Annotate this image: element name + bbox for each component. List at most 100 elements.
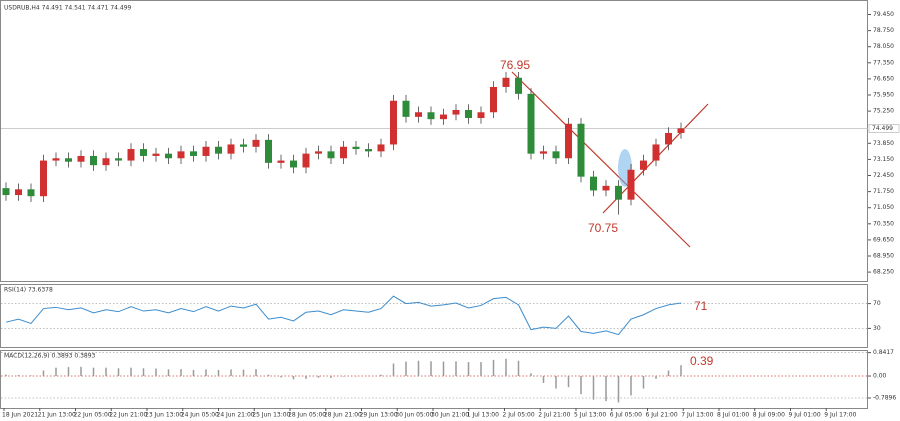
rsi-line xyxy=(5,295,682,336)
macd-bar xyxy=(405,361,407,377)
x-tick-label: 29 Jun 13:00 xyxy=(360,412,398,419)
annotation: 71 xyxy=(694,299,708,313)
x-tick-label: 25 Jun 13:00 xyxy=(252,412,290,419)
candle-body xyxy=(77,155,85,162)
macd-bar xyxy=(330,376,332,378)
candle-body xyxy=(615,185,622,200)
candle-body xyxy=(227,144,235,154)
macd-bar xyxy=(142,368,145,377)
macd-bar xyxy=(42,370,45,377)
y-tick-label: 70 xyxy=(873,300,881,307)
candle-body xyxy=(577,123,585,177)
y-tick-label: 0.00 xyxy=(873,373,887,380)
macd-panel xyxy=(0,350,868,409)
candle-body xyxy=(177,151,185,159)
panel-title: USDRUB,H4 74.491 74.541 74.471 74.499 xyxy=(4,5,132,12)
x-tick-label: 24 Jun 05:00 xyxy=(181,412,219,419)
macd-bar xyxy=(92,367,95,377)
y-tick-label: 79.450 xyxy=(873,11,894,18)
macd-bar xyxy=(80,366,82,377)
macd-bar xyxy=(105,367,107,377)
candle-body xyxy=(252,139,260,147)
panel-title: MACD(12,26,9) 0.3893 0.3893 xyxy=(4,353,96,360)
x-tick-label: 8 Jul 01:00 xyxy=(717,412,749,419)
macd-bar xyxy=(367,375,370,377)
y-tick-label: 0.8417 xyxy=(873,349,894,356)
candle-body xyxy=(15,189,22,196)
y-tick-label: 68.250 xyxy=(873,269,894,276)
y-tick-label: 77.350 xyxy=(873,59,894,66)
macd-bar xyxy=(430,361,432,377)
y-tick-label: 75.250 xyxy=(873,108,894,115)
x-tick-label: 6 Jul 05:00 xyxy=(610,412,642,419)
candle-body xyxy=(640,160,647,170)
y-tick-label: 78.750 xyxy=(873,27,894,34)
y-tick-label: 30 xyxy=(873,325,881,332)
macd-bar xyxy=(567,376,570,388)
candle-body xyxy=(302,153,310,168)
macd-bar xyxy=(480,362,482,377)
annotation: 76.95 xyxy=(500,58,530,72)
macd-bar xyxy=(492,359,495,377)
macd-bar xyxy=(305,376,307,379)
macd-bar xyxy=(530,373,532,377)
macd-bar xyxy=(467,362,470,377)
y-tick-label: 71.750 xyxy=(873,188,894,195)
candle-body xyxy=(40,160,47,197)
candle-body xyxy=(465,109,472,119)
macd-bar xyxy=(5,374,7,377)
candle-body xyxy=(140,149,147,156)
candle-body xyxy=(327,151,335,159)
candle-body xyxy=(502,77,510,87)
macd-bar xyxy=(592,376,595,400)
candle-body xyxy=(165,153,172,159)
macd-bar xyxy=(55,367,57,377)
candle-body xyxy=(440,114,447,120)
x-tick-label: 30 Jun 05:00 xyxy=(395,412,433,419)
macd-bar xyxy=(617,376,620,403)
candle-body xyxy=(65,158,72,162)
candle-body xyxy=(665,132,672,145)
macd-bar xyxy=(630,376,632,396)
macd-bar xyxy=(317,376,320,378)
x-tick-label: 18 Jun 2021 xyxy=(2,412,38,419)
candle-body xyxy=(402,100,410,117)
candle-body xyxy=(152,153,160,156)
x-tick-label: 28 Jun 05:00 xyxy=(288,412,326,419)
candle-body xyxy=(290,160,297,168)
x-tick-label: 23 Jun 13:00 xyxy=(145,412,183,419)
y-tick-label: -0.7896 xyxy=(873,394,896,401)
y-tick-label: 73.150 xyxy=(873,156,894,163)
macd-bar xyxy=(655,376,657,379)
macd-bar xyxy=(280,376,282,378)
x-tick-label: 2 Jul 05:00 xyxy=(503,412,535,419)
y-tick-label: 69.650 xyxy=(873,236,894,243)
main-panel xyxy=(0,0,868,282)
macd-bar xyxy=(605,376,607,402)
candle-body xyxy=(390,100,397,145)
macd-bar xyxy=(355,376,357,377)
macd-bar xyxy=(292,376,295,380)
macd-bar xyxy=(680,365,682,377)
macd-bar xyxy=(392,363,395,377)
trend-line xyxy=(511,71,691,248)
macd-bar xyxy=(542,376,545,383)
macd-bar xyxy=(580,376,582,395)
macd-bar xyxy=(642,376,645,389)
candle-body xyxy=(677,128,685,133)
candle-body xyxy=(352,146,360,150)
macd-bar xyxy=(442,361,445,377)
x-tick-label: 9 Jul 17:00 xyxy=(824,412,856,419)
candle-body xyxy=(2,188,10,196)
candle-body xyxy=(340,146,347,159)
candle-body xyxy=(477,112,485,119)
panel-title: RSI(14) 73.6378 xyxy=(4,287,53,294)
candle-body xyxy=(315,151,322,154)
x-tick-label: 2 Jul 21:00 xyxy=(538,412,570,419)
candle-body xyxy=(527,93,535,154)
candle-body xyxy=(190,151,197,156)
candle-body xyxy=(365,149,372,152)
x-tick-label: 24 Jun 21:00 xyxy=(217,412,255,419)
macd-bar xyxy=(17,374,20,377)
